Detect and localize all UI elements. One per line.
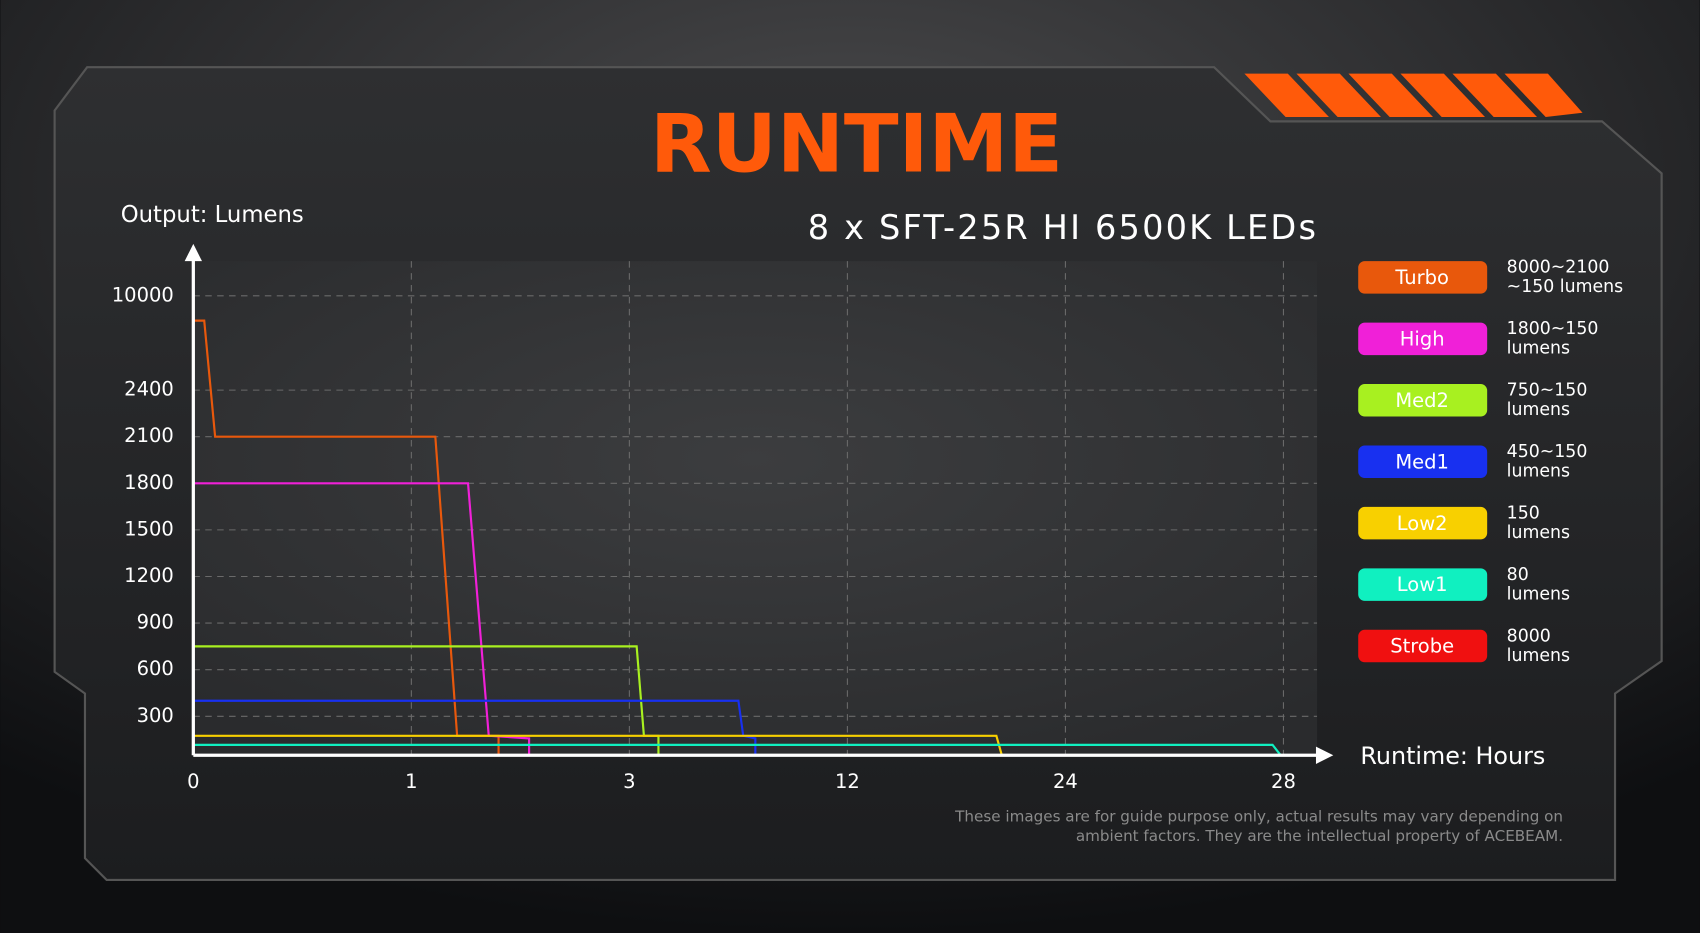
y-tick-label: 1200 [124, 564, 174, 587]
legend-label: Med2 [1395, 389, 1449, 412]
legend-swatch [1358, 506, 1488, 540]
x-axis-label: Runtime: Hours [1360, 742, 1545, 770]
disclaimer: These images are for guide purpose only,… [954, 808, 1563, 826]
y-tick-label: 2100 [124, 424, 174, 447]
x-tick-label: 0 [187, 770, 199, 793]
legend-label: Strobe [1390, 635, 1454, 658]
legend-description: ~150 lumens [1507, 277, 1623, 297]
legend-label: Med1 [1395, 450, 1449, 473]
legend-description: lumens [1507, 523, 1570, 543]
legend-description: lumens [1507, 461, 1570, 481]
y-tick-label: 10000 [112, 283, 174, 306]
y-tick-label: 900 [137, 611, 174, 634]
x-tick-label: 1 [405, 770, 417, 793]
legend-swatch [1358, 322, 1488, 356]
y-arrow [184, 243, 202, 262]
legend-description: 8000~2100 [1507, 258, 1610, 278]
x-tick-label: 28 [1271, 770, 1296, 793]
legend-description: lumens [1507, 400, 1570, 420]
legend-label: Low2 [1397, 512, 1448, 535]
series-line [193, 743, 1282, 756]
chart-title: RUNTIME [650, 98, 1063, 191]
y-tick-label: 2400 [124, 378, 174, 401]
legend-swatch [1358, 384, 1488, 417]
legend-description: 1800~150 [1507, 319, 1599, 339]
legend-description: lumens [1507, 339, 1570, 359]
x-tick-label: 24 [1053, 770, 1078, 793]
x-tick-label: 3 [623, 770, 635, 793]
legend-label: Turbo [1394, 266, 1449, 289]
legend-description: 750~150 [1507, 381, 1588, 401]
plot-area [193, 261, 1318, 756]
y-tick-label: 1500 [124, 517, 174, 540]
lines [193, 319, 1282, 756]
legend-label: High [1400, 327, 1445, 350]
x-arrow [1315, 746, 1334, 764]
legend-description: 80 [1507, 565, 1529, 585]
legend-description: lumens [1507, 646, 1570, 666]
legend-swatch [1358, 445, 1488, 478]
y-tick-label: 1800 [124, 471, 174, 494]
stripes [1244, 73, 1583, 118]
disclaimer: ambient factors. They are the intellectu… [1076, 827, 1563, 845]
chart-subtitle: 8 x SFT-25R HI 6500K LEDs [808, 208, 1318, 247]
series-line [193, 734, 1003, 756]
legend-description: 450~150 [1507, 442, 1588, 462]
legend-swatch [1358, 568, 1488, 601]
legend-description: 8000 [1507, 626, 1551, 646]
legend-swatch [1358, 261, 1488, 294]
grid [193, 261, 1318, 756]
y-tick-label: 600 [137, 657, 174, 680]
y-axis-label: Output: Lumens [121, 202, 304, 228]
legend-swatch [1358, 629, 1488, 663]
y-tick-label: 300 [137, 704, 174, 727]
legend-description: 150 [1507, 503, 1540, 523]
x-tick-label: 12 [835, 770, 860, 793]
legend-label: Low1 [1397, 573, 1448, 596]
legend-description: lumens [1507, 584, 1570, 604]
